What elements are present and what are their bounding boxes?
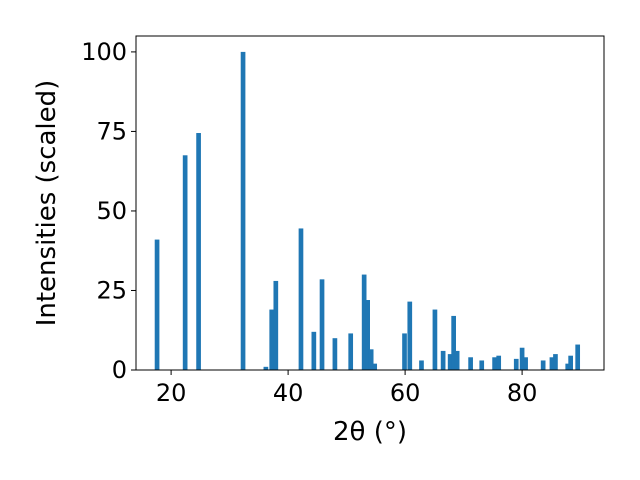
bar-10 [332,338,338,370]
bar-36 [575,344,581,370]
bar-4 [263,366,269,370]
bar-34 [565,363,571,370]
y-tick-label: 100 [81,38,127,66]
bar-5 [269,309,275,370]
bar-15 [372,363,378,370]
bar-16 [402,333,407,370]
bar-35 [568,355,573,370]
x-axis-label: 2θ (°) [333,417,407,447]
bar-21 [447,354,453,370]
bar-12 [361,274,367,370]
bar-3 [240,51,246,371]
bar-11 [348,333,354,370]
bar-23 [454,350,460,370]
bar-6 [273,280,279,370]
bar-1 [182,155,188,370]
bar-31 [540,360,546,370]
bar-24 [468,357,473,370]
x-tick-label: 60 [390,379,421,407]
bar-18 [419,360,424,370]
bar-2 [196,133,201,370]
bar-7 [298,228,304,370]
bar-25 [479,360,485,370]
x-tick-label: 80 [507,379,538,407]
bar-27 [496,355,502,370]
bar-14 [368,349,374,370]
y-tick-label: 0 [112,356,127,384]
bar-26 [492,357,497,370]
bar-8 [311,331,317,370]
y-tick-label: 50 [96,197,127,225]
bar-19 [432,309,438,370]
x-tick-label: 20 [156,379,187,407]
bar-30 [523,357,528,370]
bar-29 [519,347,525,370]
bar-20 [440,350,446,370]
x-axis-ticks: 20 40 60 80 [156,370,538,407]
bar-32 [549,357,555,370]
bar-9 [319,279,325,370]
bar-0 [154,239,160,370]
y-tick-label: 25 [96,276,127,304]
x-tick-label: 40 [273,379,304,407]
bars-layer [154,51,581,371]
bar-28 [513,358,519,370]
bar-13 [365,300,370,370]
y-axis-ticks: 0 25 50 75 100 [81,38,136,384]
bar-22 [451,315,456,370]
y-axis-label: Intensities (scaled) [32,80,62,327]
y-tick-label: 75 [96,117,127,145]
bar-17 [407,301,413,370]
plot-frame [135,35,605,371]
bar-33 [553,354,558,370]
